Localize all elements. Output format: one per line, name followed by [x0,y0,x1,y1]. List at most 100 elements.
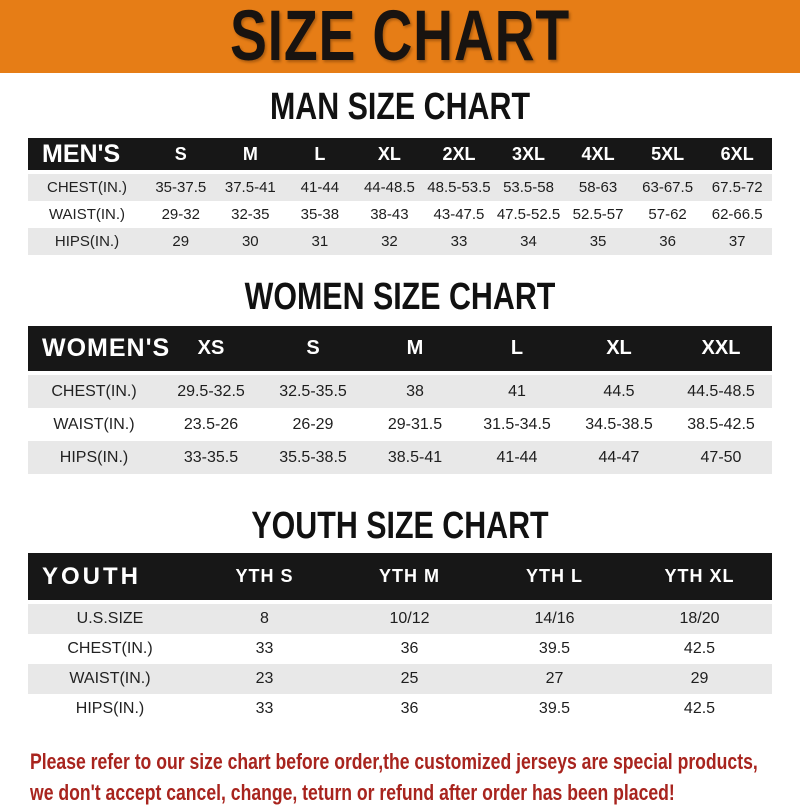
value-cell: 63-67.5 [642,179,694,196]
value-cell: 33 [255,700,274,717]
value-cell: 38-43 [370,206,409,223]
value-cell: 23.5-26 [183,415,239,433]
size-header-cell: L [466,326,568,375]
value-cell: 32.5-35.5 [279,382,347,400]
value-cell: 32 [381,233,398,250]
value-cell: 41 [508,382,526,400]
value-cell: 58-63 [578,179,618,196]
value-cell: 38.5-42.5 [687,415,755,433]
row-label-cell: CHEST(IN.) [47,179,127,196]
value-cell: 34 [520,233,537,250]
value-cell: 35-37.5 [155,179,207,196]
value-cell: 36 [659,233,676,250]
youth-section-heading: YOUTH SIZE CHART [251,505,549,547]
size-header-cell: S [146,138,216,174]
value-cell: 33-35.5 [183,448,239,466]
youth-size-table: YOUTH YTH S YTH M YTH L YTH XL U.S.SIZE 8 10/12… [28,553,772,724]
table-row: CHEST(IN.) 35-37.5 37.5-41 41-44 44-48.5 48.5… [28,172,772,201]
women-section-heading: WOMEN SIZE CHART [244,276,556,318]
row-label-cell: U.S.SIZE [76,610,144,627]
table-row: WAIST(IN.) 23 25 27 29 [28,664,772,694]
women-size-table: WOMEN'S XS S M L XL XXL CHEST(IN.) 29.5-32.5 32.5… [28,326,772,474]
size-header-cell: XL [568,326,670,375]
value-cell: 36 [400,700,419,717]
row-label-cell: HIPS(IN.) [59,448,129,466]
table-header-row: MEN'S S M L XL 2XL 3XL 4XL 5XL 6XL [28,138,772,174]
size-header-cell: 4XL [563,138,633,174]
size-header-cell: XL [354,138,425,174]
value-cell: 41-44 [300,179,340,196]
value-cell: 38 [406,382,424,400]
value-cell: 38.5-41 [387,448,443,466]
table-title-cell: YOUTH [28,553,192,604]
value-cell: 31.5-34.5 [483,415,551,433]
size-header-cell: 5XL [632,138,703,174]
value-cell: 29 [690,670,709,687]
value-cell: 44.5-48.5 [687,382,755,400]
value-cell: 18/20 [679,610,720,627]
table-row: HIPS(IN.) 29 30 31 32 33 34 35 36 37 [28,228,772,255]
table-title-cell: MEN'S [28,138,146,174]
men-size-table-wrap: MEN'S S M L XL 2XL 3XL 4XL 5XL 6XL CHEST(IN.) 35-37… [0,138,800,255]
value-cell: 35.5-38.5 [279,448,347,466]
value-cell: 29 [172,233,190,250]
row-label-cell: HIPS(IN.) [54,233,120,250]
size-header-cell: YTH S [192,553,337,604]
value-cell: 57-62 [648,206,687,223]
value-cell: 39.5 [538,700,571,717]
value-cell: 25 [400,670,419,687]
value-cell: 31 [311,233,329,250]
value-cell: 33 [450,233,468,250]
row-label-cell: HIPS(IN.) [75,700,145,717]
value-cell: 39.5 [538,640,571,657]
value-cell: 42.5 [683,700,716,717]
size-header-cell: YTH L [482,553,627,604]
value-cell: 44-48.5 [363,179,415,196]
size-header-cell: YTH M [337,553,482,604]
banner-title: SIZE CHART [229,0,571,73]
size-header-cell: XS [160,326,262,375]
value-cell: 52.5-57 [572,206,624,223]
youth-size-table-wrap: YOUTH YTH S YTH M YTH L YTH XL U.S.SIZE 8 10/12… [0,553,800,724]
value-cell: 35 [589,233,607,250]
table-row: HIPS(IN.) 33 36 39.5 42.5 [28,694,772,724]
value-cell: 42.5 [683,640,716,657]
value-cell: 34.5-38.5 [585,415,653,433]
value-cell: 26-29 [292,415,334,433]
table-row: CHEST(IN.) 29.5-32.5 32.5-35.5 38 41 44.5 44.5… [28,373,772,408]
men-size-table: MEN'S S M L XL 2XL 3XL 4XL 5XL 6XL CHEST(IN.) 35-37… [28,138,772,255]
value-cell: 29-31.5 [387,415,443,433]
size-header-cell: L [285,138,355,174]
size-header-cell: 6XL [702,138,772,174]
disclaimer-line-2: we don't accept cancel, change, teturn o… [30,780,675,805]
value-cell: 32-35 [231,206,270,223]
table-row: CHEST(IN.) 33 36 39.5 42.5 [28,634,772,664]
table-row: U.S.SIZE 8 10/12 14/16 18/20 [28,602,772,634]
value-cell: 67.5-72 [711,179,763,196]
value-cell: 33 [255,640,274,657]
value-cell: 23 [255,670,274,687]
men-section-heading: MAN SIZE CHART [269,86,531,128]
value-cell: 30 [241,233,259,250]
value-cell: 37.5-41 [224,179,276,196]
row-label-cell: CHEST(IN.) [67,640,153,657]
value-cell: 14/16 [534,610,575,627]
value-cell: 43-47.5 [433,206,485,223]
table-header-row: WOMEN'S XS S M L XL XXL [28,326,772,375]
disclaimer-line-1: Please refer to our size chart before or… [30,749,758,774]
row-label-cell: WAIST(IN.) [53,415,135,433]
disclaimer: Please refer to our size chart before or… [30,746,800,808]
value-cell: 35-38 [300,206,340,223]
size-header-cell: 3XL [493,138,564,174]
size-header-cell: XXL [670,326,772,375]
value-cell: 53.5-58 [503,179,554,196]
size-header-cell: M [215,138,286,174]
size-header-cell: S [262,326,364,375]
value-cell: 44.5 [603,382,635,400]
size-chart-banner: SIZE CHART [0,0,800,73]
value-cell: 44-47 [598,448,640,466]
row-label-cell: WAIST(IN.) [69,670,151,687]
women-size-table-wrap: WOMEN'S XS S M L XL XXL CHEST(IN.) 29.5-32.5 32.5… [0,326,800,474]
value-cell: 47.5-52.5 [496,206,561,223]
value-cell: 29.5-32.5 [177,382,245,400]
